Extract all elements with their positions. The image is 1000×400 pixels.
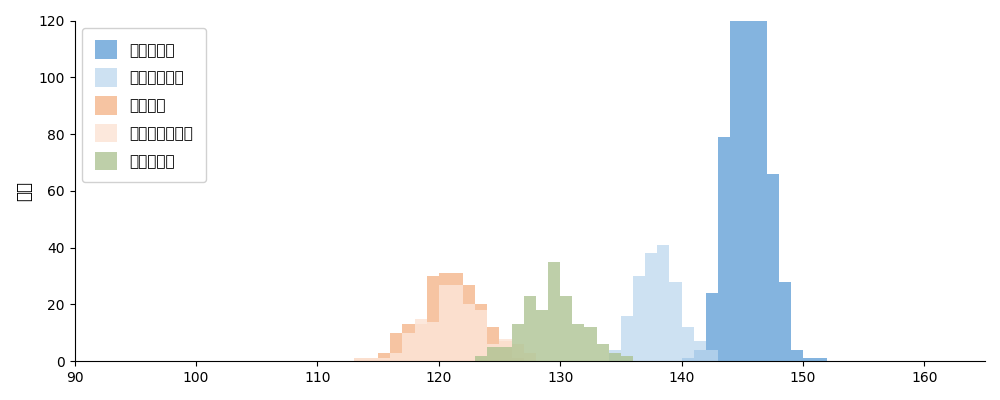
Bar: [378, 353, 390, 361]
Bar: [609, 353, 621, 361]
Bar: [803, 358, 815, 361]
Bar: [524, 353, 536, 361]
Bar: [621, 356, 633, 361]
Bar: [512, 358, 524, 361]
Bar: [366, 358, 378, 361]
Bar: [366, 358, 378, 361]
Bar: [791, 350, 803, 361]
Bar: [754, 0, 767, 361]
Bar: [669, 282, 682, 361]
Bar: [427, 276, 439, 361]
Bar: [536, 310, 548, 361]
Bar: [682, 358, 694, 361]
Bar: [487, 327, 499, 361]
Bar: [439, 273, 451, 361]
Y-axis label: 球数: 球数: [15, 181, 33, 201]
Bar: [475, 356, 487, 361]
Bar: [742, 0, 754, 361]
Bar: [621, 316, 633, 361]
Bar: [487, 344, 499, 361]
Bar: [463, 285, 475, 361]
Bar: [609, 350, 621, 361]
Bar: [512, 344, 524, 361]
Bar: [499, 347, 512, 361]
Bar: [779, 282, 791, 361]
Bar: [682, 327, 694, 361]
Bar: [439, 285, 451, 361]
Bar: [451, 285, 463, 361]
Bar: [584, 327, 597, 361]
Bar: [706, 350, 718, 361]
Bar: [390, 353, 402, 361]
Bar: [694, 341, 706, 361]
Bar: [427, 322, 439, 361]
Bar: [463, 304, 475, 361]
Bar: [548, 262, 560, 361]
Bar: [657, 245, 669, 361]
Bar: [378, 358, 390, 361]
Bar: [499, 338, 512, 361]
Bar: [524, 296, 536, 361]
Bar: [402, 324, 415, 361]
Bar: [475, 304, 487, 361]
Bar: [354, 358, 366, 361]
Bar: [597, 344, 609, 361]
Bar: [694, 350, 706, 361]
Bar: [706, 293, 718, 361]
Bar: [487, 347, 499, 361]
Bar: [560, 296, 572, 361]
Bar: [633, 276, 645, 361]
Bar: [415, 324, 427, 361]
Bar: [451, 273, 463, 361]
Bar: [499, 341, 512, 361]
Bar: [718, 137, 730, 361]
Bar: [512, 324, 524, 361]
Bar: [815, 358, 827, 361]
Bar: [475, 310, 487, 361]
Legend: ストレート, カットボール, フォーク, チェンジアップ, スライダー: ストレート, カットボール, フォーク, チェンジアップ, スライダー: [82, 28, 206, 182]
Bar: [572, 324, 584, 361]
Bar: [415, 319, 427, 361]
Bar: [354, 358, 366, 361]
Bar: [402, 333, 415, 361]
Bar: [390, 333, 402, 361]
Bar: [767, 174, 779, 361]
Bar: [730, 0, 742, 361]
Bar: [645, 253, 657, 361]
